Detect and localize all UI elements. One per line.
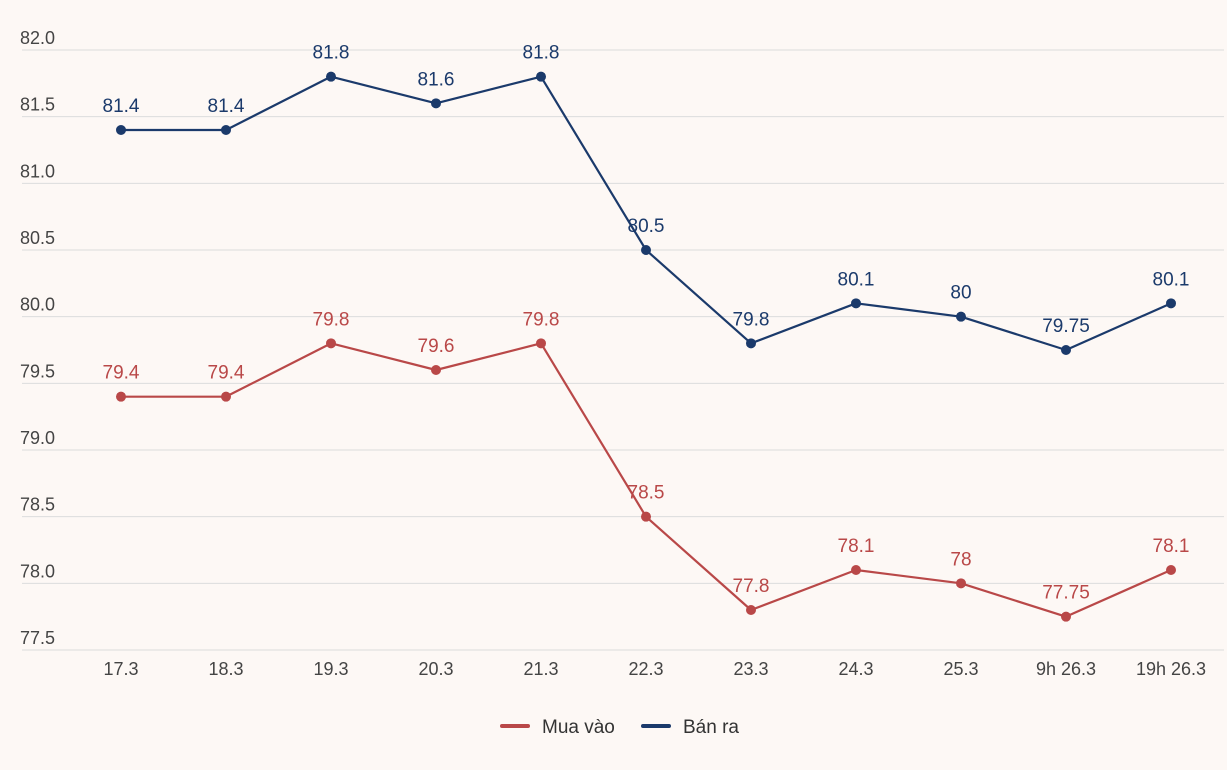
- series-line: [121, 75, 1172, 352]
- data-point: [116, 391, 126, 402]
- data-point: [536, 71, 546, 82]
- y-tick-label: 77.5: [20, 628, 55, 648]
- data-label: 81.8: [523, 43, 560, 64]
- data-label: 80.1: [838, 269, 875, 290]
- x-tick-label: 20.3: [418, 659, 453, 679]
- x-tick-label: 18.3: [208, 659, 243, 679]
- data-label: 78.5: [628, 483, 665, 504]
- data-point: [1166, 565, 1176, 575]
- y-tick-label: 78.0: [20, 561, 55, 581]
- x-tick-label: 23.3: [733, 659, 768, 679]
- data-label: 77.8: [733, 576, 770, 597]
- data-label: 79.8: [313, 309, 350, 330]
- legend: Mua vào Bán ra: [500, 717, 739, 738]
- data-point: [326, 338, 336, 349]
- x-tick-label: 19h 26.3: [1136, 659, 1206, 679]
- data-point: [1166, 298, 1176, 309]
- y-tick-label: 80.0: [20, 295, 55, 315]
- y-tick-label: 80.5: [20, 228, 55, 248]
- x-tick-label: 17.3: [103, 659, 138, 679]
- data-point: [326, 71, 336, 82]
- data-label: 79.8: [733, 309, 770, 330]
- y-axis: 77.5 78.0 78.5 79.0 79.5 80.0 80.5 81.0 81.5 82.0: [20, 28, 55, 648]
- y-tick-label: 81.5: [20, 95, 55, 115]
- data-point: [746, 338, 756, 349]
- data-point: [956, 311, 966, 322]
- data-label: 77.75: [1042, 583, 1090, 604]
- data-point: [116, 125, 126, 135]
- legend-label: Mua vào: [542, 717, 615, 738]
- data-point: [536, 338, 546, 349]
- y-tick-label: 78.5: [20, 495, 55, 515]
- legend-item: Mua vào: [500, 717, 615, 738]
- x-tick-label: 21.3: [523, 659, 558, 679]
- x-tick-label: 9h 26.3: [1036, 659, 1096, 679]
- data-point: [851, 298, 861, 309]
- data-label: 79.8: [523, 309, 560, 330]
- data-point: [221, 125, 231, 135]
- data-label: 78: [950, 549, 971, 570]
- data-point: [641, 245, 651, 255]
- x-tick-label: 25.3: [943, 659, 978, 679]
- y-tick-label: 82.0: [20, 28, 55, 48]
- data-point: [746, 605, 756, 615]
- data-label: 81.4: [103, 96, 140, 117]
- data-label: 80.5: [628, 216, 665, 237]
- legend-item: Bán ra: [641, 717, 739, 738]
- data-point: [641, 511, 651, 522]
- series-mua-vao: 79.4 79.4 79.8 79.6 79.8 78.5 77.8 78.1 78 77.75 7…: [103, 309, 1190, 622]
- x-tick-label: 22.3: [628, 659, 663, 679]
- series: 79.4 79.4 79.8 79.6 79.8 78.5 77.8 78.1 78 77.75 7…: [103, 43, 1190, 622]
- data-label: 78.1: [1153, 536, 1190, 557]
- x-tick-label: 19.3: [313, 659, 348, 679]
- y-tick-label: 81.0: [20, 161, 55, 181]
- data-point: [431, 98, 441, 109]
- y-tick-label: 79.5: [20, 361, 55, 381]
- data-label: 80: [950, 283, 971, 304]
- gridlines: [22, 49, 1224, 651]
- data-label: 79.6: [418, 336, 455, 357]
- data-point: [1061, 345, 1071, 355]
- data-label: 79.75: [1042, 316, 1090, 337]
- x-tick-label: 24.3: [838, 659, 873, 679]
- data-point: [431, 365, 441, 375]
- series-ban-ra: 81.4 81.4 81.8 81.6 81.8 80.5 79.8 80.1 80 79.75 8…: [103, 43, 1190, 355]
- legend-label: Bán ra: [683, 717, 739, 738]
- data-point: [851, 565, 861, 575]
- data-point: [1061, 611, 1071, 622]
- data-label: 78.1: [838, 536, 875, 557]
- data-label: 80.1: [1153, 269, 1190, 290]
- data-label: 81.8: [313, 43, 350, 64]
- data-point: [956, 578, 966, 589]
- data-point: [221, 391, 231, 402]
- data-label: 79.4: [103, 363, 140, 384]
- series-line: [121, 342, 1172, 618]
- data-label: 81.4: [208, 96, 245, 117]
- data-label: 81.6: [418, 69, 455, 90]
- x-axis: 17.3 18.3 19.3 20.3 21.3 22.3 23.3 24.3 25.3 9h 2…: [103, 659, 1206, 679]
- data-label: 79.4: [208, 363, 245, 384]
- y-tick-label: 79.0: [20, 428, 55, 448]
